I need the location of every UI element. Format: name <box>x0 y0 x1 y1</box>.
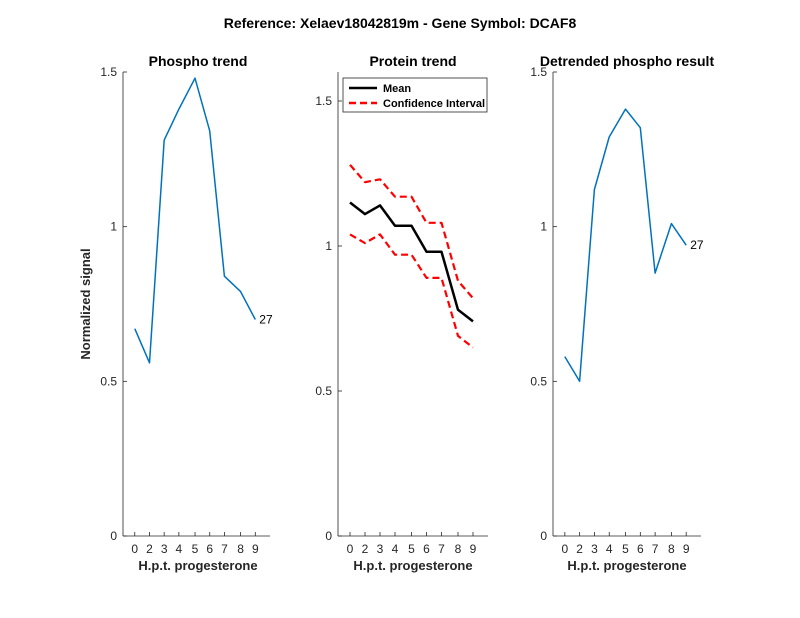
y-tick-label-protein-trend: 0 <box>325 529 332 543</box>
x-tick-label-protein-trend: 4 <box>392 542 399 556</box>
mean-line <box>349 201 474 323</box>
x-axis-label-phospho-trend: H.p.t. progesterone <box>138 558 257 573</box>
y-axis-label: Normalized signal <box>78 248 93 359</box>
x-tick-label-detrended-phospho-result: 6 <box>637 542 644 556</box>
panel-title-detrended-phospho-result: Detrended phospho result <box>540 53 715 69</box>
x-tick-label-detrended-phospho-result: 7 <box>652 542 659 556</box>
x-tick-label-phospho-trend: 2 <box>146 542 153 556</box>
legend-label-confidence-interval: Confidence Interval <box>383 98 485 110</box>
end-label-phospho-trend: 27 <box>259 312 273 326</box>
y-tick-label-phospho-trend: 1.5 <box>100 65 117 79</box>
x-tick-label-phospho-trend: 0 <box>131 542 138 556</box>
y-tick-label-protein-trend: 1 <box>325 239 332 253</box>
x-tick-label-detrended-phospho-result: 2 <box>576 542 583 556</box>
panel-detrended-phospho-result: Detrended phospho result H.p.t. progeste… <box>530 53 714 573</box>
x-tick-label-detrended-phospho-result: 8 <box>668 542 675 556</box>
y-tick-label-phospho-trend: 0 <box>110 529 117 543</box>
y-tick-label-protein-trend: 1.5 <box>315 94 332 108</box>
ci-lower-line <box>349 233 474 349</box>
plot-area-phospho-trend: 00.511.50 2 3 4 5 6 7 8 927 <box>100 65 273 556</box>
plot-area-protein-trend: 00.511.50 2 3 4 5 6 7 8 9 <box>315 72 488 556</box>
y-tick-label-detrended-phospho-result: 0.5 <box>530 374 547 388</box>
x-tick-label-protein-trend: 2 <box>362 542 369 556</box>
legend-label-mean: Mean <box>383 83 411 95</box>
y-tick-label-protein-trend: 0.5 <box>315 384 332 398</box>
plot-area-detrended-phospho-result: 00.511.50 2 3 4 5 6 7 8 927 <box>530 65 704 556</box>
legend: Mean Confidence Interval <box>342 77 488 113</box>
end-label-detrended-phospho-result: 27 <box>690 238 704 252</box>
panel-title-phospho-trend: Phospho trend <box>149 53 248 69</box>
x-tick-label-protein-trend: 8 <box>455 542 462 556</box>
x-tick-label-phospho-trend: 8 <box>237 542 244 556</box>
x-tick-label-detrended-phospho-result: 5 <box>622 542 629 556</box>
x-axis-label-protein-trend: H.p.t. progesterone <box>353 558 472 573</box>
y-tick-label-phospho-trend: 1 <box>110 220 117 234</box>
x-tick-label-protein-trend: 0 <box>347 542 354 556</box>
x-axis-label-detrended-phospho-result: H.p.t. progesterone <box>567 558 686 573</box>
series-line-phospho-trend <box>134 77 256 364</box>
panel-protein-trend: Protein trend H.p.t. progesterone 0 0.5 1 1… <box>315 53 488 573</box>
x-tick-label-phospho-trend: 4 <box>176 542 183 556</box>
x-tick-label-phospho-trend: 7 <box>221 542 228 556</box>
y-tick-label-detrended-phospho-result: 1 <box>540 220 547 234</box>
panel-phospho-trend: Phospho trend H.p.t. progesterone 0 0.5 1 1… <box>100 53 273 573</box>
series-line-detrended-phospho-result <box>564 108 687 383</box>
x-tick-label-phospho-trend: 6 <box>206 542 213 556</box>
x-tick-label-phospho-trend: 9 <box>252 542 259 556</box>
y-tick-label-detrended-phospho-result: 1.5 <box>530 65 547 79</box>
ci-upper-line <box>349 164 474 299</box>
x-tick-label-protein-trend: 5 <box>408 542 415 556</box>
figure-suptitle: Reference: Xelaev18042819m - Gene Symbol… <box>224 15 577 31</box>
x-tick-label-protein-trend: 3 <box>377 542 384 556</box>
x-tick-label-detrended-phospho-result: 4 <box>606 542 613 556</box>
y-tick-label-phospho-trend: 0.5 <box>100 374 117 388</box>
x-tick-label-protein-trend: 9 <box>470 542 477 556</box>
y-tick-label-detrended-phospho-result: 0 <box>540 529 547 543</box>
x-tick-label-phospho-trend: 3 <box>161 542 168 556</box>
x-tick-label-protein-trend: 6 <box>423 542 430 556</box>
x-tick-label-detrended-phospho-result: 3 <box>591 542 598 556</box>
legend-box <box>342 77 488 113</box>
x-tick-label-protein-trend: 7 <box>438 542 445 556</box>
x-tick-label-phospho-trend: 5 <box>192 542 199 556</box>
panel-title-protein-trend: Protein trend <box>369 53 456 69</box>
x-tick-label-detrended-phospho-result: 0 <box>561 542 568 556</box>
x-tick-label-detrended-phospho-result: 9 <box>683 542 690 556</box>
